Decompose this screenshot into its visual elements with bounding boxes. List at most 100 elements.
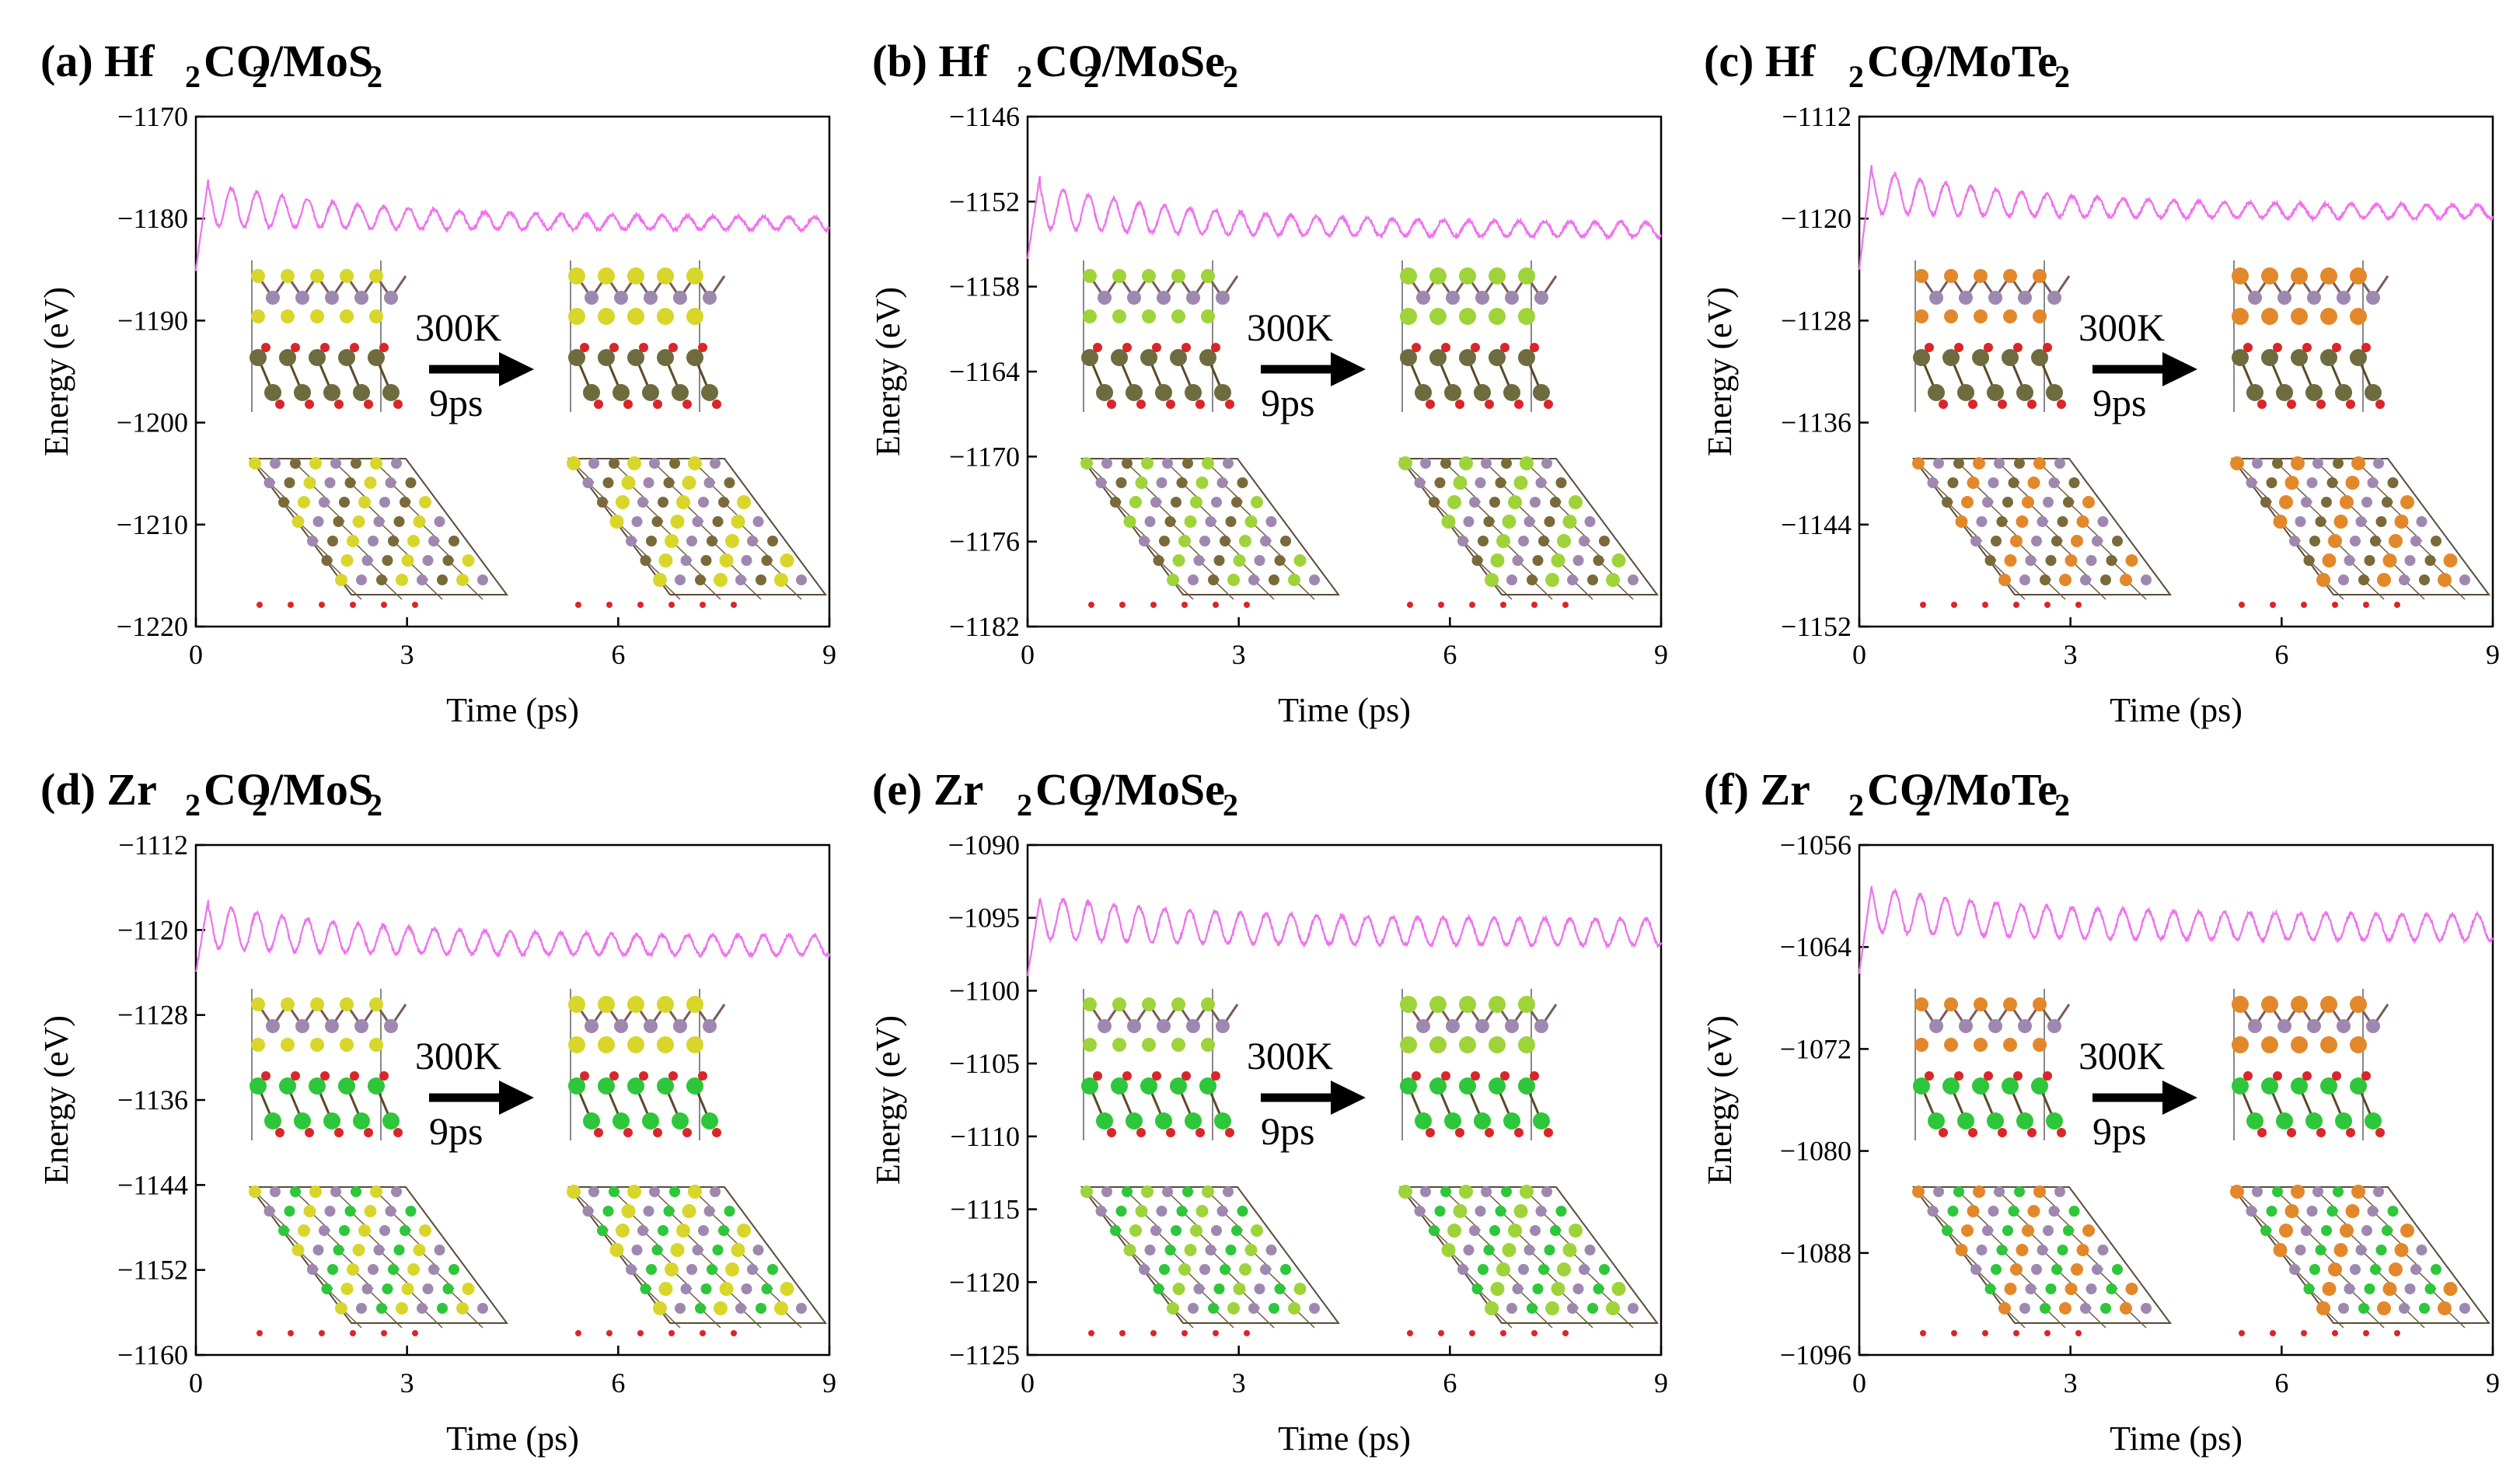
lattice-atom [1110, 497, 1121, 508]
chalcogen-atom [2059, 574, 2071, 586]
lattice-atom [1495, 477, 1506, 488]
lattice-atom [582, 477, 594, 488]
metal-atom [323, 1112, 340, 1130]
chalcogen-atom [369, 269, 383, 283]
chalcogen-atom [725, 534, 739, 548]
title-subscript: 2 [1848, 787, 1864, 822]
side-view-structure [1081, 989, 1239, 1140]
y-tick-label: −1152 [1781, 611, 1852, 642]
chalcogen-atom [1441, 1243, 1456, 1257]
y-tick-label: −1200 [117, 407, 188, 438]
metal-atom [583, 1112, 600, 1130]
lattice-atom [2303, 555, 2315, 566]
chalcogen-atom [2071, 1263, 2083, 1276]
chalcogen-atom [1485, 573, 1499, 587]
chalcogen-atom [609, 1243, 624, 1257]
chalcogen-atom [2279, 495, 2293, 509]
chalcogen-atom [1244, 515, 1258, 528]
y-tick-label: −1090 [948, 829, 1020, 861]
lattice-atom [376, 574, 387, 585]
oxygen-atom [2075, 1330, 2082, 1336]
lattice-atom [477, 1303, 488, 1314]
metal-atom [1459, 349, 1476, 366]
top-view-structure [2230, 456, 2490, 608]
chalcogen-atom [2322, 1282, 2337, 1296]
x-tick-label: 3 [400, 639, 414, 670]
y-tick-label: −1176 [949, 526, 1020, 557]
chalcogen-atom [2273, 515, 2288, 529]
chalcogen-atom [370, 1185, 382, 1198]
lattice-atom [1159, 536, 1170, 546]
lattice-atom [796, 574, 807, 585]
oxygen-atom [1530, 1071, 1539, 1081]
energy-series-line [1026, 176, 1662, 260]
chalcogen-atom [1142, 309, 1156, 323]
oxygen-atom [2273, 343, 2282, 352]
lattice-atom [2358, 574, 2369, 585]
lattice-atom [700, 1283, 712, 1294]
chalcogen-atom [1400, 1036, 1417, 1053]
chalcogen-atom [1201, 309, 1215, 323]
lattice-atom [640, 1283, 651, 1294]
lattice-atom [319, 1225, 330, 1236]
chalcogen-atom [2382, 553, 2397, 567]
oxygen-atom [580, 343, 589, 352]
lattice-atom [2025, 555, 2037, 566]
chalcogen-atom [1998, 1302, 2011, 1315]
lattice-atom [2344, 555, 2355, 566]
lattice-atom [2097, 1245, 2109, 1255]
mo-atom [325, 291, 339, 305]
lattice-atom [718, 497, 729, 508]
lattice-atom [1478, 1264, 1489, 1275]
oxygen-atom [1441, 343, 1450, 352]
lattice-atom [344, 1206, 356, 1217]
oxygen-atom [257, 602, 263, 608]
lattice-atom [1265, 516, 1277, 527]
chalcogen-atom [1557, 534, 1571, 548]
lattice-atom [1587, 574, 1598, 585]
chalcogen-atom [2033, 457, 2046, 470]
chalcogen-atom [1447, 1224, 1461, 1238]
lattice-atom [393, 1245, 405, 1255]
chalcogen-atom [616, 495, 630, 509]
y-axis-label: Energy (eV) [869, 287, 907, 456]
lattice-atom [700, 555, 712, 566]
lattice-atom [1205, 516, 1216, 527]
chalcogen-atom [719, 553, 734, 567]
x-tick-label: 9 [1654, 1367, 1668, 1398]
mo-atom [1186, 291, 1200, 305]
lattice-atom [1223, 458, 1234, 469]
chalcogen-atom [358, 1224, 371, 1237]
metal-atom [1444, 1112, 1461, 1130]
lattice-atom [658, 1225, 668, 1236]
chalcogen-atom [1288, 1302, 1300, 1315]
metal-atom [2335, 1112, 2352, 1130]
lattice-atom [2358, 1303, 2369, 1314]
lattice-atom [2002, 1225, 2013, 1236]
mo-atom [1127, 1019, 1141, 1033]
chalcogen-atom [251, 1038, 265, 1052]
lattice-atom [1584, 1245, 1596, 1255]
chalcogen-atom [780, 1282, 794, 1296]
chalcogen-atom [670, 1243, 685, 1257]
title-subscript: 2 [252, 59, 267, 94]
lattice-atom [1254, 555, 1265, 566]
lattice-atom [2364, 1283, 2375, 1294]
chalcogen-atom [780, 553, 794, 567]
lattice-atom [1150, 497, 1161, 508]
metal-atom [368, 1077, 385, 1095]
chalcogen-atom [364, 477, 377, 489]
lattice-atom [1579, 1264, 1590, 1275]
lattice-atom [2080, 1303, 2091, 1314]
lattice-atom [2312, 1186, 2323, 1197]
lattice-atom [741, 1283, 752, 1294]
lattice-atom [646, 1264, 657, 1275]
lattice-atom [1280, 536, 1291, 546]
lattice-atom [2002, 497, 2013, 508]
arrow-head [2162, 1081, 2197, 1115]
metal-atom [353, 1112, 370, 1130]
metal-atom [2002, 1077, 2019, 1095]
lattice-atom [1579, 536, 1590, 546]
lattice-atom [675, 574, 686, 585]
chalcogen-atom [2291, 1036, 2308, 1053]
